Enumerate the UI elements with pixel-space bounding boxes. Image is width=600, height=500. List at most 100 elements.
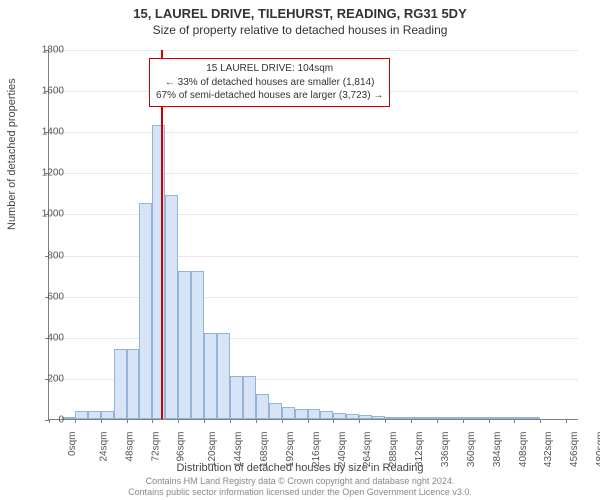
x-tick-label: 0sqm: [67, 432, 78, 456]
histogram-bar: [308, 409, 321, 419]
x-tick-label: 168sqm: [259, 432, 270, 468]
info-box-line: 15 LAUREL DRIVE: 104sqm: [156, 62, 383, 76]
chart-title-block: 15, LAUREL DRIVE, TILEHURST, READING, RG…: [0, 0, 600, 37]
x-tick: [514, 419, 515, 423]
histogram-bar: [411, 417, 424, 419]
x-tick: [75, 419, 76, 423]
histogram-bar: [476, 417, 489, 419]
x-tick-label: 312sqm: [414, 432, 425, 468]
histogram-bar: [501, 417, 514, 419]
histogram-bar: [256, 394, 269, 419]
x-tick-label: 384sqm: [492, 432, 503, 468]
gridline: [49, 132, 578, 133]
y-tick-label: 1400: [42, 127, 64, 138]
x-tick: [101, 419, 102, 423]
x-tick: [127, 419, 128, 423]
histogram-bar: [75, 411, 88, 419]
y-tick-label: 1600: [42, 86, 64, 97]
chart-area: 15 LAUREL DRIVE: 104sqm← 33% of detached…: [48, 50, 578, 420]
x-axis-label: Distribution of detached houses by size …: [0, 462, 600, 474]
x-tick-label: 72sqm: [150, 432, 161, 462]
info-box-line: 67% of semi-detached houses are larger (…: [156, 89, 383, 103]
histogram-bar: [230, 376, 243, 419]
x-tick-label: 480sqm: [595, 432, 600, 468]
x-tick: [178, 419, 179, 423]
gridline: [49, 173, 578, 174]
histogram-bar: [489, 417, 502, 419]
histogram-bar: [269, 403, 282, 419]
histogram-bar: [437, 417, 450, 419]
x-tick-label: 336sqm: [440, 432, 451, 468]
gridline: [49, 214, 578, 215]
histogram-bar: [139, 203, 152, 419]
histogram-bar: [398, 417, 411, 419]
histogram-bar: [372, 416, 385, 419]
x-tick: [385, 419, 386, 423]
chart-title: 15, LAUREL DRIVE, TILEHURST, READING, RG…: [0, 6, 600, 21]
histogram-bar: [191, 271, 204, 419]
histogram-bar: [204, 333, 217, 419]
histogram-bar: [178, 271, 191, 419]
y-tick-label: 1200: [42, 168, 64, 179]
x-tick-label: 288sqm: [388, 432, 399, 468]
x-tick-label: 192sqm: [285, 432, 296, 468]
histogram-bar: [127, 349, 140, 419]
chart-subtitle: Size of property relative to detached ho…: [0, 23, 600, 37]
x-tick-label: 120sqm: [207, 432, 218, 468]
histogram-bar: [463, 417, 476, 419]
gridline: [49, 338, 578, 339]
histogram-bar: [385, 417, 398, 419]
histogram-bar: [527, 417, 540, 419]
x-tick: [566, 419, 567, 423]
histogram-bar: [217, 333, 230, 419]
y-tick-label: 1000: [42, 209, 64, 220]
x-tick-label: 360sqm: [466, 432, 477, 468]
y-tick-label: 800: [47, 250, 64, 261]
x-tick: [152, 419, 153, 423]
x-tick: [540, 419, 541, 423]
x-tick: [359, 419, 360, 423]
gridline: [49, 256, 578, 257]
x-tick-label: 432sqm: [543, 432, 554, 468]
y-tick-label: 0: [58, 415, 64, 426]
histogram-bar: [333, 413, 346, 419]
x-tick: [489, 419, 490, 423]
x-tick: [437, 419, 438, 423]
footer-line2: Contains public sector information licen…: [0, 487, 600, 498]
x-tick-label: 456sqm: [569, 432, 580, 468]
x-tick: [256, 419, 257, 423]
histogram-bar: [243, 376, 256, 419]
x-tick-label: 144sqm: [233, 432, 244, 468]
footer-line1: Contains HM Land Registry data © Crown c…: [0, 476, 600, 487]
x-tick-label: 24sqm: [98, 432, 109, 462]
histogram-bar: [282, 407, 295, 419]
plot-area: 15 LAUREL DRIVE: 104sqm← 33% of detached…: [48, 50, 578, 420]
gridline: [49, 50, 578, 51]
y-tick-label: 1800: [42, 45, 64, 56]
x-tick-label: 216sqm: [311, 432, 322, 468]
x-tick: [282, 419, 283, 423]
x-tick: [333, 419, 334, 423]
histogram-bar: [424, 417, 437, 419]
y-tick-label: 400: [47, 332, 64, 343]
histogram-bar: [88, 411, 101, 419]
x-tick-label: 48sqm: [124, 432, 135, 462]
y-axis-label: Number of detached properties: [6, 78, 18, 230]
histogram-bar: [320, 411, 333, 419]
chart-footer: Contains HM Land Registry data © Crown c…: [0, 476, 600, 498]
histogram-bar: [346, 414, 359, 419]
x-tick: [49, 419, 50, 423]
x-tick: [308, 419, 309, 423]
x-tick: [230, 419, 231, 423]
histogram-bar: [114, 349, 127, 419]
histogram-bar: [514, 417, 527, 419]
x-tick-label: 96sqm: [176, 432, 187, 462]
x-tick-label: 264sqm: [362, 432, 373, 468]
info-box: 15 LAUREL DRIVE: 104sqm← 33% of detached…: [149, 58, 390, 107]
x-tick: [411, 419, 412, 423]
x-tick-label: 408sqm: [518, 432, 529, 468]
histogram-bar: [152, 125, 165, 419]
x-tick: [204, 419, 205, 423]
x-tick: [463, 419, 464, 423]
histogram-bar: [165, 195, 178, 419]
